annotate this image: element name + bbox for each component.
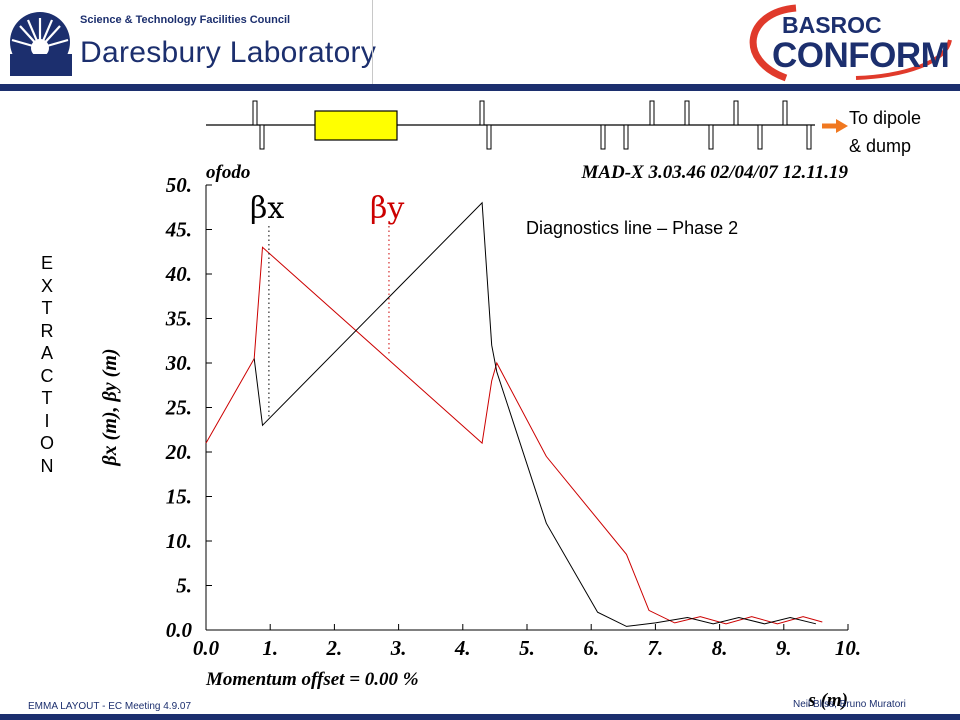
extraction-letter: R [40, 320, 54, 341]
quad-defocus [757, 124, 763, 150]
stfc-logo-icon [10, 12, 72, 76]
x-tick-label: 10. [835, 636, 861, 660]
y-tick-label: 0.0 [166, 618, 193, 642]
quad-focus [649, 100, 655, 126]
y-tick-label: 45. [165, 218, 192, 242]
extraction-letter: E [40, 253, 53, 273]
legend-label-beta-x: βx [250, 191, 284, 226]
series-line-beta-x [253, 201, 817, 627]
x-tick-label: 2. [326, 636, 343, 660]
annotation-line: & dump [849, 136, 912, 156]
y-tick-label: 30. [165, 351, 192, 375]
x-axis-label: s (m) [807, 690, 848, 711]
quad-defocus [259, 124, 265, 150]
extraction-letter: X [40, 275, 53, 296]
extraction-letter: O [39, 433, 54, 453]
plot-title: Diagnostics line – Phase 2 [526, 218, 739, 238]
quad-focus [252, 100, 258, 126]
series-line-beta-y [205, 246, 823, 625]
y-axis-label: βx (m), βy (m) [99, 348, 121, 466]
logo-bottom-text: CONFORM [772, 36, 950, 75]
footer-right: Neil Bliss, Bruno Muratori [793, 699, 906, 710]
extraction-letter: N [40, 455, 54, 476]
extraction-letter: C [40, 365, 54, 386]
bottom-rule [0, 714, 960, 720]
footer-left: EMMA LAYOUT - EC Meeting 4.9.07 [28, 701, 192, 712]
header: Science & Technology Facilities Council … [0, 0, 960, 90]
quad-defocus [600, 124, 606, 150]
chart-title-left: ofodo [206, 162, 250, 183]
quad-focus [684, 100, 690, 126]
x-tick-label: 0.0 [193, 636, 220, 660]
quad-defocus [486, 124, 492, 150]
x-tick-label: 9. [776, 636, 792, 660]
dipole-annotation: To dipole & dump [849, 104, 921, 160]
quad-defocus [806, 124, 812, 150]
annotation-line: To dipole [849, 108, 922, 128]
extraction-label: E X T R A C T I O N [36, 252, 58, 477]
x-tick-label: 7. [648, 636, 664, 660]
quad-defocus [708, 124, 714, 150]
chart-title-right: MAD-X 3.03.46 02/04/07 12.11.19 [580, 162, 848, 183]
axes [205, 185, 848, 631]
y-tick-label: 50. [166, 173, 192, 197]
x-tick-label: 5. [519, 636, 535, 660]
momentum-offset-label: Momentum offset = 0.00 % [205, 669, 419, 690]
dipole-magnet [314, 110, 398, 141]
y-tick-label: 15. [166, 485, 192, 509]
quad-focus [782, 100, 788, 126]
x-ticks: 0.0 1. 2. 3. 4. 5. 6. 7. 8. 9. 10. [193, 624, 861, 660]
y-tick-label: 20. [165, 440, 192, 464]
logo-top-text: BASROC [782, 12, 882, 38]
org-big-text: Daresbury Laboratory [80, 36, 377, 69]
x-tick-label: 8. [712, 636, 728, 660]
header-divider [372, 0, 373, 84]
y-tick-label: 35. [165, 307, 192, 331]
arrow-right-icon [836, 119, 848, 133]
x-tick-label: 1. [262, 636, 278, 660]
quad-focus [733, 100, 739, 126]
x-tick-label: 6. [583, 636, 599, 660]
y-ticks: 0.0 5. 10. 15. 20. 25. 30. 35. 40. 45. 50. [165, 173, 212, 642]
org-small-text: Science & Technology Facilities Council [80, 14, 291, 26]
quad-defocus [623, 124, 629, 150]
top-rule [0, 84, 960, 91]
lattice-schematic [206, 100, 848, 150]
y-tick-label: 25. [165, 396, 192, 420]
x-tick-label: 4. [454, 636, 471, 660]
quad-focus [479, 100, 485, 126]
x-tick-label: 3. [390, 636, 407, 660]
y-tick-label: 40. [165, 262, 192, 286]
footer-right-text: Neil Bliss, Bruno Muratori [793, 699, 906, 710]
extraction-letter: A [40, 343, 53, 363]
y-tick-label: 5. [176, 574, 192, 598]
extraction-letter: T [41, 298, 53, 318]
conform-swoosh-icon [749, 4, 952, 82]
y-tick-label: 10. [166, 529, 192, 553]
extraction-letter: T [41, 388, 53, 408]
legend-label-beta-y: βy [370, 191, 404, 226]
extraction-letter: I [44, 410, 50, 431]
